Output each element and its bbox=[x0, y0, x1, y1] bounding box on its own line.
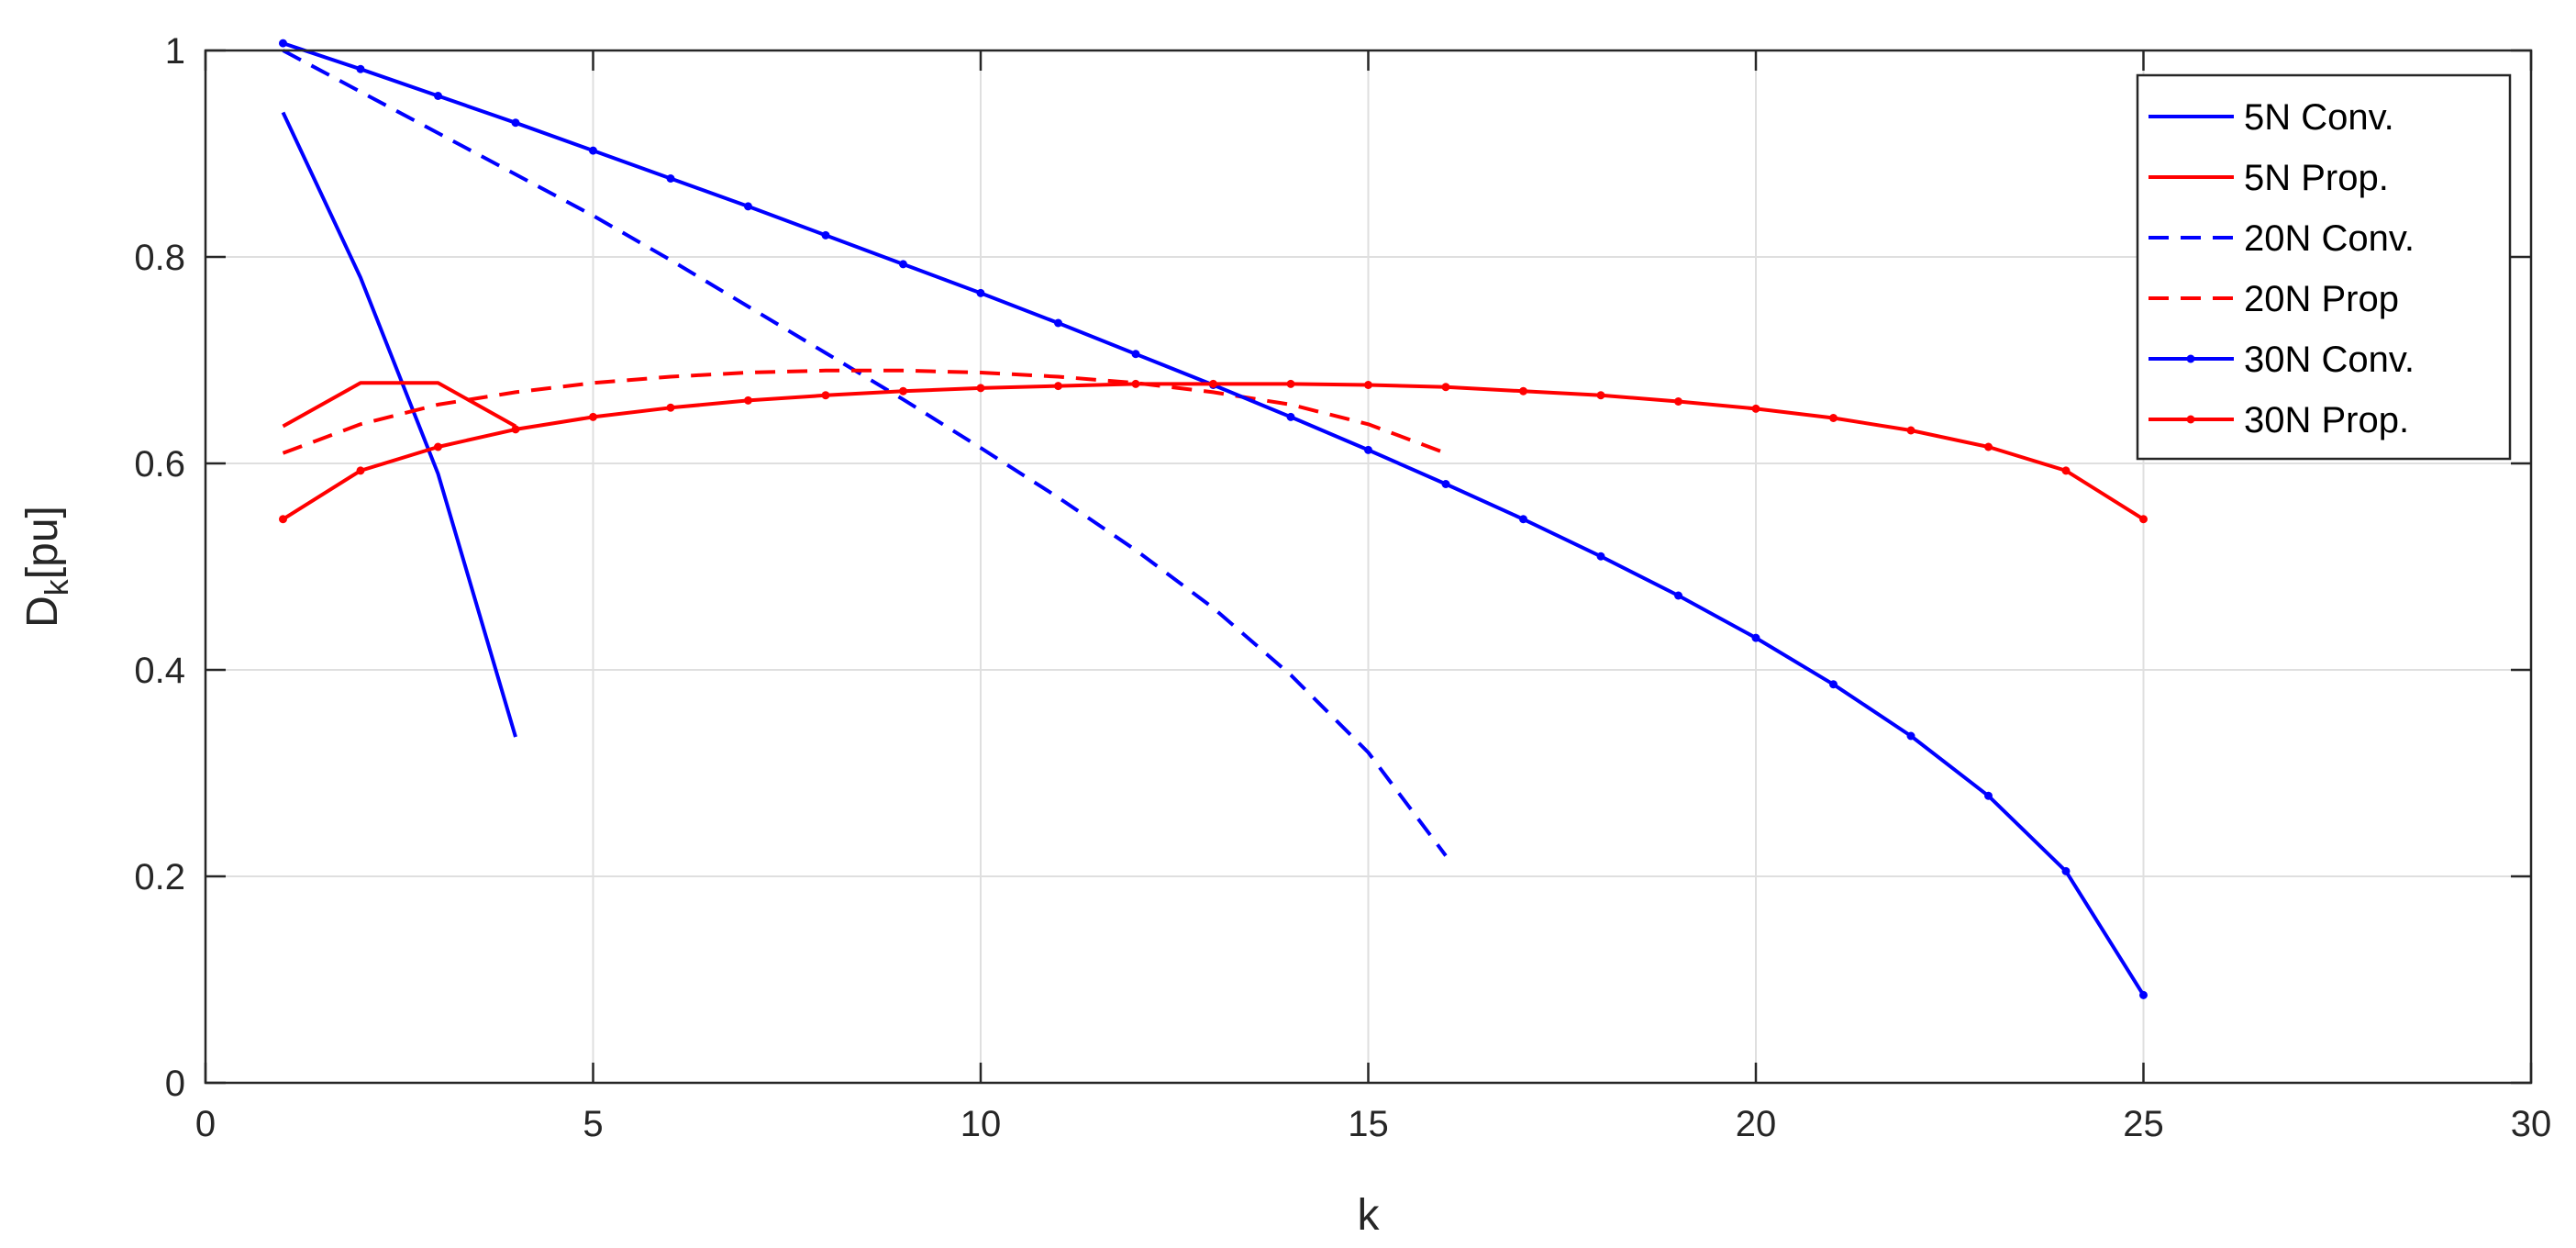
series-line bbox=[282, 368, 1447, 455]
legend: 5N Conv. 5N Prop. 20N Conv. 20N Prop 30N Con… bbox=[2136, 73, 2512, 461]
data-point bbox=[1984, 442, 1993, 451]
data-point bbox=[1674, 591, 1682, 600]
x-tick-label: 0 bbox=[195, 1104, 216, 1144]
x-tick-label: 25 bbox=[2123, 1104, 2164, 1144]
legend-label: 5N Conv. bbox=[2244, 97, 2394, 138]
data-point bbox=[821, 391, 830, 400]
data-point bbox=[744, 396, 752, 405]
series-3 bbox=[282, 368, 1447, 455]
data-point bbox=[1906, 426, 1915, 435]
series-5 bbox=[279, 379, 2148, 524]
data-point bbox=[1364, 381, 1372, 389]
y-tick-label: 0.4 bbox=[134, 651, 185, 691]
data-point bbox=[2139, 515, 2148, 524]
data-point bbox=[1441, 383, 1450, 392]
y-axis-title-main: D bbox=[18, 596, 67, 628]
data-point bbox=[976, 288, 985, 297]
y-tick-label: 0.2 bbox=[134, 857, 185, 897]
x-tick-label: 10 bbox=[960, 1104, 1002, 1144]
data-point bbox=[434, 442, 442, 451]
data-point bbox=[899, 386, 907, 396]
data-point bbox=[434, 92, 442, 100]
x-tick-label: 5 bbox=[583, 1104, 603, 1144]
data-point bbox=[589, 412, 597, 421]
x-tick-label: 20 bbox=[1736, 1104, 1777, 1144]
data-point bbox=[1286, 412, 1295, 421]
legend-box bbox=[2136, 73, 2512, 461]
data-point bbox=[899, 260, 907, 269]
data-point bbox=[511, 425, 520, 434]
legend-label: 30N Conv. bbox=[2244, 340, 2415, 380]
data-point bbox=[666, 174, 675, 183]
data-point bbox=[1441, 480, 1450, 488]
data-point bbox=[976, 384, 985, 393]
data-point bbox=[356, 64, 365, 73]
y-tick-label: 0 bbox=[165, 1064, 185, 1104]
legend-label: 20N Conv. bbox=[2244, 218, 2415, 259]
series-line bbox=[281, 111, 517, 738]
y-tick-label: 1 bbox=[165, 31, 185, 72]
legend-label: 30N Prop. bbox=[2244, 400, 2409, 440]
data-point bbox=[1829, 414, 1838, 422]
x-tick-label: 30 bbox=[2511, 1104, 2552, 1144]
data-point bbox=[2139, 990, 2148, 999]
data-point bbox=[744, 202, 752, 211]
x-axis-title: k bbox=[1358, 1191, 1381, 1240]
series-line bbox=[282, 381, 516, 429]
legend-marker bbox=[2186, 415, 2195, 424]
legend-marker bbox=[2186, 354, 2195, 363]
series-line bbox=[282, 49, 1448, 857]
axis-ticks: 0 5 10 15 20 25 30 0 0.2 0.4 0.6 0.8 1 bbox=[134, 31, 2551, 1144]
data-point bbox=[1674, 397, 1682, 406]
data-point bbox=[1984, 791, 1993, 800]
y-axis-title-subscript: k bbox=[38, 578, 75, 596]
data-point bbox=[1829, 680, 1838, 689]
data-point bbox=[1364, 445, 1372, 454]
series-lines bbox=[279, 39, 2148, 999]
data-point bbox=[356, 466, 365, 475]
data-point bbox=[1596, 391, 1605, 400]
data-point bbox=[1054, 382, 1062, 391]
data-point bbox=[1519, 515, 1527, 524]
data-point bbox=[666, 403, 675, 412]
series-0 bbox=[281, 111, 517, 738]
data-point bbox=[279, 515, 287, 524]
legend-label: 5N Prop. bbox=[2244, 158, 2389, 198]
legend-label: 20N Prop bbox=[2244, 279, 2399, 319]
y-tick-label: 0.6 bbox=[134, 444, 185, 485]
y-tick-label: 0.8 bbox=[134, 238, 185, 278]
data-point bbox=[1209, 379, 1217, 388]
series-2 bbox=[282, 49, 1448, 857]
data-point bbox=[1131, 379, 1140, 388]
data-point bbox=[511, 118, 520, 128]
x-tick-label: 15 bbox=[1348, 1104, 1389, 1144]
data-point bbox=[1906, 731, 1915, 741]
data-point bbox=[1131, 350, 1140, 359]
series-1 bbox=[282, 381, 516, 429]
data-point bbox=[589, 146, 597, 155]
data-point bbox=[1519, 386, 1527, 396]
data-point bbox=[1054, 318, 1062, 328]
data-point bbox=[2061, 866, 2071, 875]
data-point bbox=[1596, 552, 1605, 561]
data-point bbox=[1751, 633, 1760, 642]
data-point bbox=[2061, 466, 2071, 475]
data-point bbox=[1286, 379, 1295, 388]
data-point bbox=[1751, 404, 1760, 413]
data-point bbox=[279, 39, 287, 48]
data-point bbox=[821, 230, 830, 240]
y-axis-title: Dk[pu] bbox=[18, 506, 75, 628]
y-axis-title-unit: [pu] bbox=[18, 506, 67, 579]
